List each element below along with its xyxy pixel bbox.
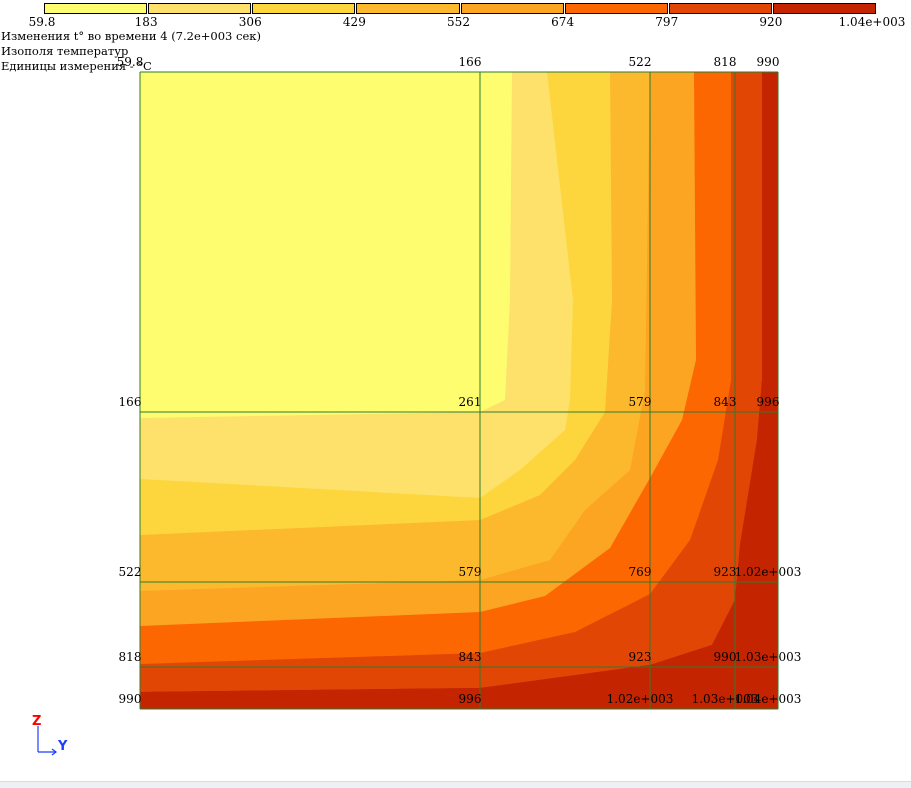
node-value-label: 818: [714, 55, 737, 69]
legend-swatch: [564, 3, 668, 14]
legend-swatch: [460, 3, 564, 14]
legend-swatch: [356, 3, 460, 14]
node-value-label: 990: [757, 55, 780, 69]
legend-label: 797: [655, 15, 679, 29]
y-axis-arrow: [51, 748, 57, 756]
z-axis-label: Z: [32, 714, 41, 729]
node-value-label: 1.03e+003: [735, 650, 802, 664]
node-value-label: 166: [119, 395, 142, 409]
legend-label: 1.04e+003: [838, 15, 906, 29]
node-value-label: 769: [629, 565, 652, 579]
legend-swatch: [44, 3, 148, 14]
node-value-label: 990: [119, 692, 142, 706]
node-value-label: 990: [714, 650, 737, 664]
units-label: Единицы измерения - °C: [1, 59, 152, 73]
node-value-label: 522: [629, 55, 652, 69]
node-value-label: 579: [459, 565, 482, 579]
node-value-label: 923: [629, 650, 652, 664]
node-value-label: 996: [459, 692, 482, 706]
legend-label: 59.8: [28, 15, 56, 29]
node-value-label: 1.02e+003: [607, 692, 674, 706]
legend-swatch: [252, 3, 356, 14]
legend-swatch: [668, 3, 772, 14]
legend-label: 306: [238, 15, 262, 29]
node-value-label: 818: [119, 650, 142, 664]
isofield-title: Изополя температур: [1, 44, 129, 58]
isoband-group: [140, 72, 778, 709]
color-legend: 59.8 183 306 429 552 674 797 920 1.04e+003: [0, 0, 911, 32]
node-value-label: 996: [757, 395, 780, 409]
legend-label: 429: [342, 15, 366, 29]
node-value-label: 522: [119, 565, 142, 579]
isoband-min: [140, 72, 483, 412]
axes-orientation-icon: Z Y: [32, 714, 68, 756]
node-value-label: 59.8: [117, 55, 144, 69]
y-axis-label: Y: [57, 739, 68, 754]
status-bar: [0, 781, 911, 788]
legend-swatch: [772, 3, 876, 14]
node-value-label: 261: [459, 395, 482, 409]
node-value-label: 843: [459, 650, 482, 664]
node-value-label: 1.03e+003: [692, 692, 759, 706]
node-value-label: 1.04e+003: [735, 692, 802, 706]
node-value-label: 923: [714, 565, 737, 579]
legend-label: 920: [759, 15, 783, 29]
node-value-label: 843: [714, 395, 737, 409]
legend-label: 674: [551, 15, 575, 29]
legend-label: 183: [134, 15, 158, 29]
isoband: [140, 72, 778, 709]
legend-swatch: [148, 3, 252, 14]
legend-label: 552: [447, 15, 470, 29]
node-value-label: 166: [459, 55, 482, 69]
time-step-label: Изменения t° во времени 4 (7.2e+003 сек): [1, 29, 261, 43]
node-value-label: 1.02e+003: [735, 565, 802, 579]
node-value-label: 579: [629, 395, 652, 409]
